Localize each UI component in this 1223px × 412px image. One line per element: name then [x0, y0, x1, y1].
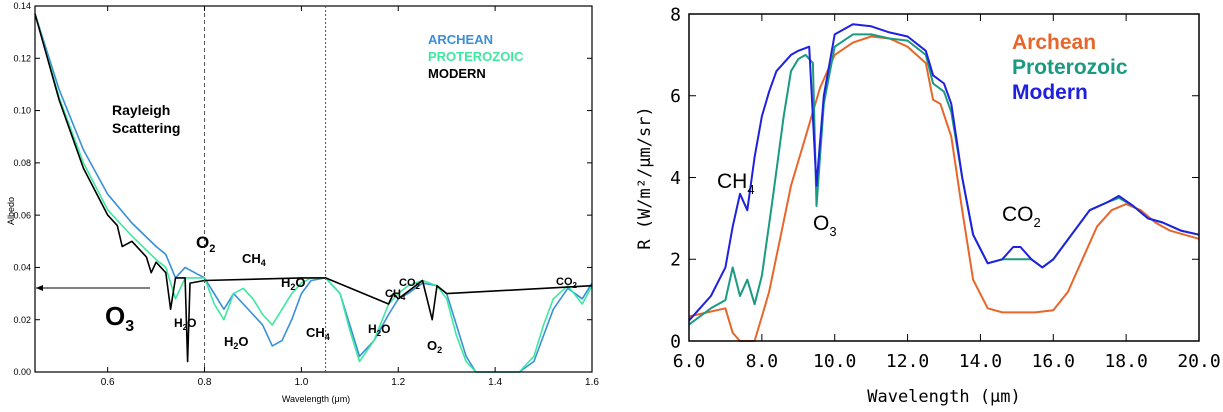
- radiance-y-label: R (W/m²/μm/sr): [635, 106, 655, 249]
- x-tick-label: 6.0: [673, 351, 706, 372]
- o3-label: O3: [105, 301, 134, 335]
- radiance-plot-frame: [688, 13, 1200, 342]
- y-tick-label: 0.14: [13, 1, 31, 11]
- ch4-label-c: CH4: [385, 288, 406, 302]
- y-tick-label: 8: [670, 4, 681, 25]
- h2o-label-b: H2O: [174, 316, 196, 332]
- albedo-x-label: Wavelength (μm): [282, 394, 350, 404]
- co2-label-a: CO2: [399, 277, 421, 291]
- y-tick-label: 0.00: [13, 367, 31, 377]
- series-line-modern: [34, 13, 593, 363]
- co2-label-b: CO2: [556, 276, 578, 290]
- albedo-y-label: Albedo: [6, 197, 16, 225]
- y-tick-label: 0: [670, 331, 681, 352]
- ch4-label-b: CH4: [306, 325, 330, 342]
- albedo-chart: 0.00 0.02 0.04 0.06 0.08 0.10 0.12 0.14 0.6 0.8 1…: [6, 1, 599, 404]
- albedo-plot-frame: [34, 5, 593, 373]
- legend-archean-right: Archean: [1012, 31, 1096, 54]
- ch4-label-a: CH4: [242, 251, 266, 268]
- o2-label-a: O2: [196, 233, 215, 255]
- y-tick-label: 0.10: [13, 106, 31, 116]
- co2-label-right: CO2: [1002, 203, 1041, 230]
- radiance-series-group: [688, 23, 1200, 342]
- albedo-x-axis: 0.6 0.8 1.0 1.2 1.4 1.6: [101, 6, 599, 388]
- legend-proterozoic: PROTEROZOIC: [428, 49, 524, 64]
- x-tick-label: 1.2: [391, 377, 405, 388]
- y-tick-label: 0.08: [13, 158, 31, 168]
- x-tick-label: 8.0: [746, 351, 779, 372]
- y-tick-label: 0.02: [13, 315, 31, 325]
- y-tick-label: 2: [670, 250, 681, 271]
- series-line-proterozoic: [688, 33, 1200, 326]
- o3-label-right: O3: [813, 212, 837, 239]
- ch4-label-right: CH4: [717, 170, 755, 197]
- x-tick-label: 10.0: [813, 351, 856, 372]
- x-tick-label: 18.0: [1104, 351, 1147, 372]
- y-tick-label: 0.06: [13, 210, 31, 220]
- h2o-label-c: H2O: [224, 334, 249, 351]
- rayleigh-label-line1: Rayleigh: [112, 102, 170, 118]
- o2-label-b: O2: [427, 338, 442, 355]
- h2o-label-a: H2O: [281, 275, 306, 292]
- legend-archean: ARCHEAN: [428, 32, 493, 47]
- radiance-x-label: Wavelength (μm): [867, 387, 1021, 407]
- series-line-archean: [688, 35, 1200, 342]
- radiance-x-axis: 6.0 8.0 10.0 12.0 14.0 16.0 18.0 20.0: [673, 14, 1221, 372]
- x-tick-label: 0.6: [101, 377, 115, 388]
- o3-arrow-head: [36, 285, 43, 291]
- y-tick-label: 0.12: [13, 53, 31, 63]
- rayleigh-label-line2: Scattering: [112, 120, 180, 136]
- radiance-y-axis: 0 2 4 6 8: [670, 4, 1199, 352]
- y-tick-label: 6: [670, 86, 681, 107]
- x-tick-label: 1.4: [488, 377, 502, 388]
- x-tick-label: 1.6: [585, 377, 599, 388]
- series-line-modern: [688, 23, 1200, 322]
- x-tick-label: 12.0: [886, 351, 929, 372]
- h2o-label-d: H2O: [368, 322, 390, 338]
- legend-proterozoic-right: Proterozoic: [1012, 56, 1128, 79]
- legend-modern-right: Modern: [1012, 81, 1088, 104]
- x-tick-label: 14.0: [959, 351, 1002, 372]
- legend-modern: MODERN: [428, 66, 486, 81]
- albedo-y-axis: 0.00 0.02 0.04 0.06 0.08 0.10 0.12 0.14: [13, 1, 592, 377]
- y-tick-label: 0.04: [13, 263, 31, 273]
- y-tick-label: 4: [670, 168, 681, 189]
- x-tick-label: 0.8: [198, 377, 212, 388]
- x-tick-label: 20.0: [1177, 351, 1220, 372]
- x-tick-label: 1.0: [294, 377, 308, 388]
- x-tick-label: 16.0: [1032, 351, 1075, 372]
